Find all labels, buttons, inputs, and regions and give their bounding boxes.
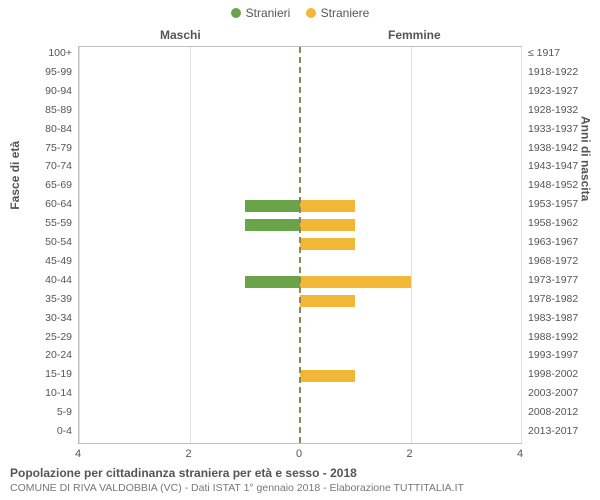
birth-year-label: 1928-1932 xyxy=(528,104,598,116)
age-label: 80-84 xyxy=(2,123,72,135)
gridline xyxy=(411,47,412,443)
age-label: 35-39 xyxy=(2,293,72,305)
x-tick-label: 4 xyxy=(75,448,81,460)
age-label: 40-44 xyxy=(2,274,72,286)
bar-female xyxy=(300,276,411,288)
gridline xyxy=(190,47,191,443)
birth-year-label: 1943-1947 xyxy=(528,160,598,172)
age-label: 75-79 xyxy=(2,142,72,154)
age-label: 85-89 xyxy=(2,104,72,116)
age-label: 10-14 xyxy=(2,387,72,399)
birth-year-label: 1978-1982 xyxy=(528,293,598,305)
age-label: 55-59 xyxy=(2,217,72,229)
age-label: 5-9 xyxy=(2,406,72,418)
age-label: 65-69 xyxy=(2,179,72,191)
age-label: 20-24 xyxy=(2,349,72,361)
age-label: 70-74 xyxy=(2,160,72,172)
age-label: 60-64 xyxy=(2,198,72,210)
age-label: 50-54 xyxy=(2,236,72,248)
age-label: 30-34 xyxy=(2,312,72,324)
chart-subtitle: COMUNE DI RIVA VALDOBBIA (VC) - Dati IST… xyxy=(10,482,464,494)
legend: Stranieri Straniere xyxy=(0,6,600,21)
legend-item-female: Straniere xyxy=(306,6,370,20)
gridline xyxy=(79,47,80,443)
chart-container: Stranieri Straniere Maschi Femmine Fasce… xyxy=(0,0,600,500)
x-tick-label: 2 xyxy=(185,448,191,460)
birth-year-label: 2008-2012 xyxy=(528,406,598,418)
x-tick-label: 2 xyxy=(406,448,412,460)
birth-year-label: 2013-2017 xyxy=(528,425,598,437)
age-label: 100+ xyxy=(2,47,72,59)
col-header-female: Femmine xyxy=(388,28,441,42)
legend-swatch-male xyxy=(231,8,241,18)
age-label: 90-94 xyxy=(2,85,72,97)
bar-male xyxy=(245,219,300,231)
birth-year-label: 1963-1967 xyxy=(528,236,598,248)
x-tick-label: 0 xyxy=(296,448,302,460)
age-label: 0-4 xyxy=(2,425,72,437)
gridline xyxy=(521,47,522,443)
birth-year-label: 1983-1987 xyxy=(528,312,598,324)
legend-label-male: Stranieri xyxy=(246,6,291,20)
birth-year-label: 1953-1957 xyxy=(528,198,598,210)
birth-year-label: 1998-2002 xyxy=(528,368,598,380)
birth-year-label: 1968-1972 xyxy=(528,255,598,267)
x-tick-label: 4 xyxy=(517,448,523,460)
center-axis xyxy=(299,47,301,443)
col-header-male: Maschi xyxy=(160,28,201,42)
birth-year-label: 1948-1952 xyxy=(528,179,598,191)
bar-female xyxy=(300,219,355,231)
birth-year-label: 1918-1922 xyxy=(528,66,598,78)
bar-male xyxy=(245,200,300,212)
birth-year-label: 1958-1962 xyxy=(528,217,598,229)
age-label: 15-19 xyxy=(2,368,72,380)
legend-swatch-female xyxy=(306,8,316,18)
bar-female xyxy=(300,238,355,250)
bar-female xyxy=(300,200,355,212)
birth-year-label: ≤ 1917 xyxy=(528,47,598,59)
birth-year-label: 1993-1997 xyxy=(528,349,598,361)
age-label: 45-49 xyxy=(2,255,72,267)
birth-year-label: 1933-1937 xyxy=(528,123,598,135)
birth-year-label: 2003-2007 xyxy=(528,387,598,399)
birth-year-label: 1973-1977 xyxy=(528,274,598,286)
birth-year-label: 1988-1992 xyxy=(528,331,598,343)
legend-item-male: Stranieri xyxy=(231,6,291,20)
plot-area xyxy=(78,46,522,444)
bar-female xyxy=(300,295,355,307)
legend-label-female: Straniere xyxy=(321,6,370,20)
age-label: 25-29 xyxy=(2,331,72,343)
chart-title: Popolazione per cittadinanza straniera p… xyxy=(10,466,357,480)
bar-female xyxy=(300,370,355,382)
birth-year-label: 1938-1942 xyxy=(528,142,598,154)
birth-year-label: 1923-1927 xyxy=(528,85,598,97)
bar-male xyxy=(245,276,300,288)
age-label: 95-99 xyxy=(2,66,72,78)
